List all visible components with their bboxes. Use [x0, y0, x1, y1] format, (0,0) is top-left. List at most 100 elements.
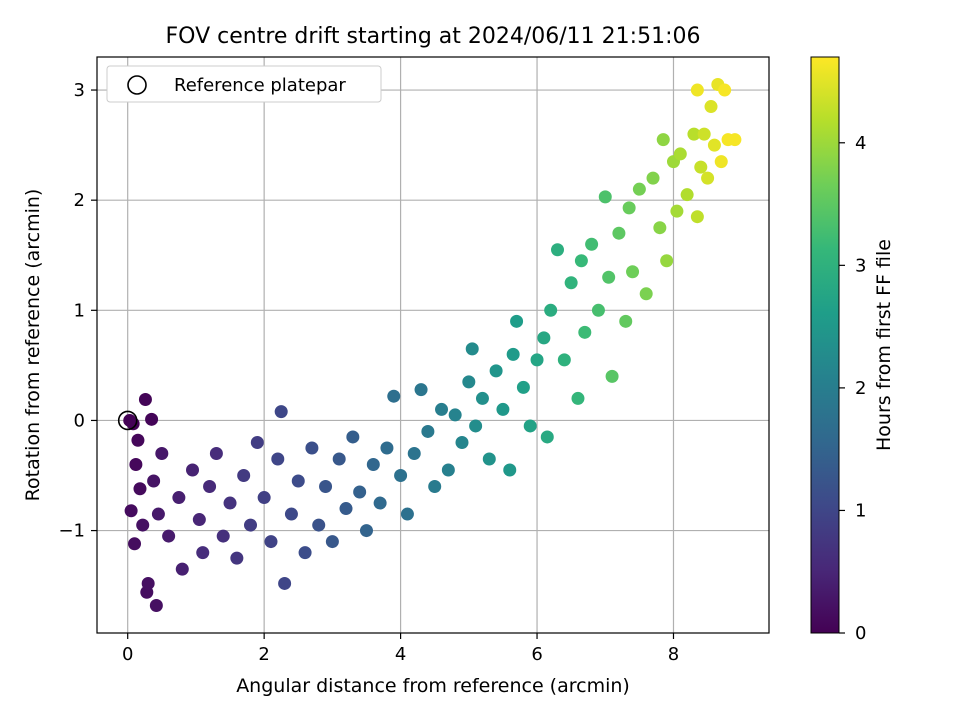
data-point: [697, 127, 711, 141]
colorbar-gradient: [810, 56, 840, 634]
data-point: [564, 276, 578, 290]
x-tick-label: 4: [395, 644, 406, 665]
data-point: [149, 598, 163, 612]
colorbar-ticks: 0 1 2 3 4: [839, 133, 866, 644]
data-point: [325, 535, 339, 549]
data-point: [305, 441, 319, 455]
data-point: [626, 265, 640, 279]
data-point: [707, 138, 721, 152]
data-point: [339, 502, 353, 516]
chart-title: FOV centre drift starting at 2024/06/11 …: [166, 24, 701, 49]
data-point: [612, 226, 626, 240]
data-point: [400, 507, 414, 521]
data-point: [656, 133, 670, 147]
data-point: [506, 347, 520, 361]
data-point: [510, 314, 524, 328]
data-point: [728, 133, 742, 147]
data-point: [441, 463, 455, 477]
data-point: [605, 369, 619, 383]
data-point: [353, 485, 367, 499]
data-point: [680, 188, 694, 202]
data-point: [530, 353, 544, 367]
data-point: [147, 474, 161, 488]
data-point: [718, 83, 732, 97]
data-point: [540, 430, 554, 444]
data-point: [209, 446, 223, 460]
data-point: [407, 446, 421, 460]
data-point: [155, 446, 169, 460]
data-point: [346, 430, 360, 444]
data-point: [421, 424, 435, 438]
data-point: [192, 513, 206, 527]
data-point: [537, 331, 551, 345]
data-point: [704, 100, 718, 114]
data-point: [469, 419, 483, 433]
data-point: [278, 576, 292, 590]
data-point: [690, 83, 704, 97]
data-point: [619, 314, 633, 328]
data-point: [544, 303, 558, 317]
data-point: [571, 391, 585, 405]
data-point: [128, 537, 142, 551]
data-point: [175, 562, 189, 576]
data-point: [291, 474, 305, 488]
reference-point: [117, 410, 138, 431]
data-point: [496, 402, 510, 416]
data-point: [298, 546, 312, 560]
data-point: [578, 325, 592, 339]
data-point: [465, 342, 479, 356]
data-point: [141, 576, 155, 590]
data-point: [455, 435, 469, 449]
data-point: [602, 270, 616, 284]
data-point: [133, 482, 147, 496]
data-point: [673, 147, 687, 161]
data-point: [462, 375, 476, 389]
colorbar-tick-label: 1: [855, 500, 866, 521]
colorbar-tick-label: 4: [855, 133, 866, 154]
data-point: [366, 457, 380, 471]
legend-box: [106, 65, 382, 103]
data-point: [145, 412, 159, 426]
y-tick-label: 0: [74, 410, 85, 431]
data-point: [574, 254, 588, 268]
data-point: [373, 496, 387, 510]
data-point: [591, 303, 605, 317]
x-tick-label: 6: [531, 644, 542, 665]
data-point: [230, 551, 244, 565]
data-point: [136, 518, 150, 532]
data-points: [123, 78, 742, 612]
y-tick-label: 2: [74, 190, 85, 211]
x-axis-ticks: 0 2 4 6 8: [122, 633, 679, 665]
y-tick-label: −1: [58, 521, 85, 542]
data-point: [489, 364, 503, 378]
plot-area: 0 2 4 6 8 −1 0 1 2 3: [58, 56, 770, 665]
data-point: [237, 469, 251, 483]
data-point: [516, 380, 530, 394]
data-point: [448, 408, 462, 422]
data-point: [129, 457, 143, 471]
data-point: [319, 480, 333, 494]
data-point: [653, 221, 667, 235]
data-point: [257, 491, 271, 505]
y-axis-label: Rotation from reference (arcmin): [22, 189, 44, 502]
data-point: [131, 433, 145, 447]
grid-lines: [97, 57, 769, 633]
plot-background: [97, 57, 769, 633]
data-point: [264, 535, 278, 549]
data-point: [670, 204, 684, 218]
data-point: [482, 452, 496, 466]
data-point: [387, 389, 401, 403]
data-point: [598, 190, 612, 204]
x-axis-label: Angular distance from reference (arcmin): [236, 675, 630, 697]
data-point: [694, 160, 708, 174]
data-point: [394, 469, 408, 483]
data-point: [714, 155, 728, 169]
data-point: [632, 182, 646, 196]
data-point: [274, 405, 288, 419]
data-point: [687, 127, 701, 141]
legend-label: Reference platepar: [174, 75, 346, 96]
y-axis-ticks: −1 0 1 2 3: [58, 80, 97, 542]
plot-frame: [96, 56, 770, 634]
data-point: [124, 504, 138, 518]
